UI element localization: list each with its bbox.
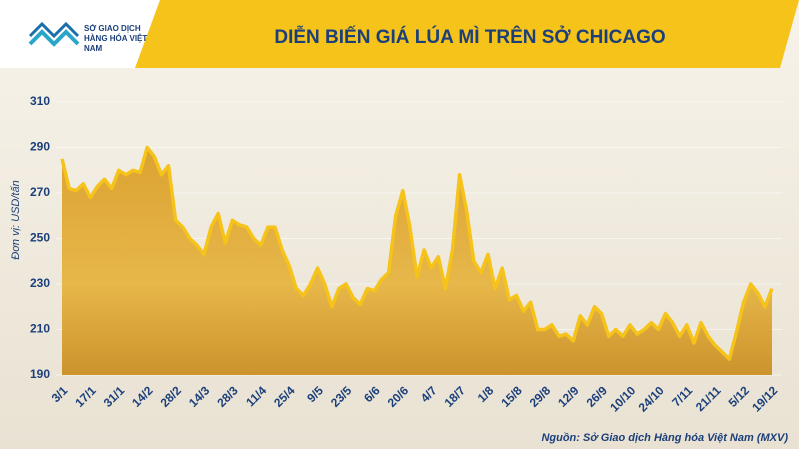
area	[62, 147, 772, 375]
y-tick-label: 230	[30, 276, 50, 290]
line	[60, 145, 774, 361]
y-axis-label: Đơn vị: USD/tấn	[10, 180, 22, 259]
y-tick-label: 210	[30, 322, 50, 336]
logo-icon	[28, 21, 80, 47]
source: Nguồn: Sở Giao dịch Hàng hóa Việt Nam (M…	[541, 432, 788, 444]
y-tick-label: 190	[30, 367, 50, 381]
logo-box-text: SỞ GIAO DỊCH HÀNG HÓA VIỆT NAM	[84, 24, 148, 53]
y-tick-label: 270	[30, 185, 50, 199]
chart-title: DIỄN BIẾN GIÁ LÚA MÌ TRÊN SỞ CHICAGO	[274, 26, 665, 48]
logo-box	[0, 0, 160, 68]
title-band	[0, 0, 799, 68]
y-tick-label: 310	[30, 94, 50, 108]
y-tick-label: 290	[30, 140, 50, 154]
y-tick-label: 250	[30, 231, 50, 245]
logo-text: SỞ GIAO DỊCH HÀNG HÓA VIỆT NAM	[84, 24, 148, 53]
